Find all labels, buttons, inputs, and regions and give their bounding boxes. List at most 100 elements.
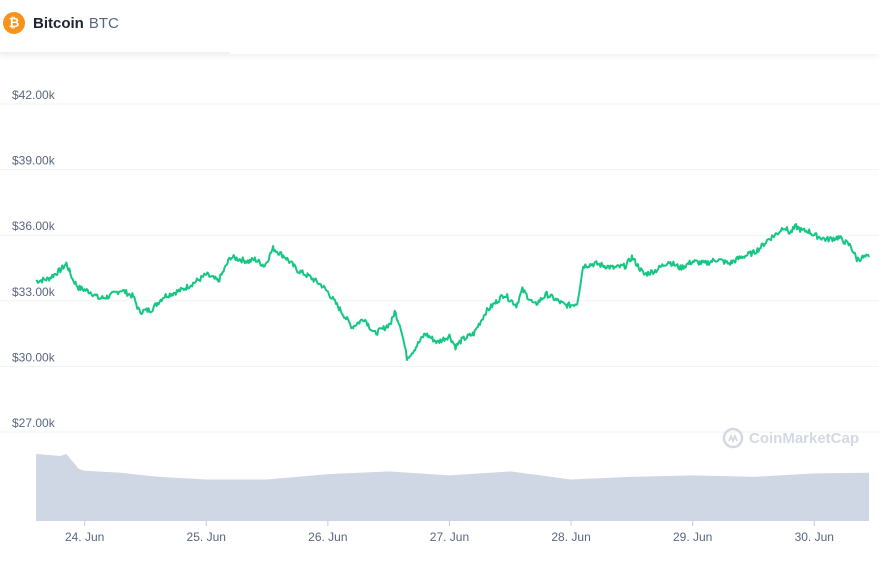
price-point[interactable] xyxy=(836,234,842,240)
price-point[interactable] xyxy=(568,302,574,308)
price-point[interactable] xyxy=(702,261,708,267)
price-point[interactable] xyxy=(197,276,203,282)
price-point[interactable] xyxy=(295,267,301,273)
price-point[interactable] xyxy=(738,254,744,260)
price-point[interactable] xyxy=(787,230,793,236)
price-point[interactable] xyxy=(471,331,477,337)
y-tick-label: $33.00k xyxy=(12,285,56,299)
price-point[interactable] xyxy=(371,331,377,337)
coinmarketcap-logo-icon xyxy=(728,433,738,444)
price-point[interactable] xyxy=(228,254,234,260)
price-point[interactable] xyxy=(388,320,394,326)
price-point[interactable] xyxy=(88,289,94,295)
price-point[interactable] xyxy=(823,237,829,243)
price-point[interactable] xyxy=(106,293,112,299)
price-point[interactable] xyxy=(751,250,757,256)
price-point[interactable] xyxy=(866,254,872,260)
price-point[interactable] xyxy=(422,331,428,337)
price-point[interactable] xyxy=(811,232,817,238)
price-point[interactable] xyxy=(513,302,519,308)
x-tick: 29. Jun xyxy=(673,521,712,544)
price-point[interactable] xyxy=(349,324,355,330)
price-point[interactable] xyxy=(653,267,659,273)
price-point[interactable] xyxy=(179,287,185,293)
watermark-text: CoinMarketCap xyxy=(749,430,859,447)
price-point[interactable] xyxy=(532,302,538,308)
price-point[interactable] xyxy=(623,263,629,269)
price-point[interactable] xyxy=(562,302,568,308)
price-point[interactable] xyxy=(848,243,854,249)
price-point[interactable] xyxy=(690,258,696,264)
price-point[interactable] xyxy=(246,258,252,264)
coin-name: Bitcoin xyxy=(33,14,84,32)
price-point[interactable] xyxy=(805,228,811,234)
price-point[interactable] xyxy=(714,256,720,262)
price-point[interactable] xyxy=(799,228,805,234)
x-tick: 24. Jun xyxy=(65,521,104,544)
price-point[interactable] xyxy=(781,224,787,230)
price-point[interactable] xyxy=(611,265,617,271)
price-point[interactable] xyxy=(130,293,136,299)
price-point[interactable] xyxy=(203,272,209,278)
x-tick-label: 24. Jun xyxy=(65,530,104,544)
price-point[interactable] xyxy=(453,344,459,350)
price-point[interactable] xyxy=(793,224,799,230)
price-point[interactable] xyxy=(136,309,142,315)
price-point[interactable] xyxy=(459,337,465,343)
price-point[interactable] xyxy=(678,265,684,271)
coinmarketcap-logo-icon xyxy=(722,427,744,449)
y-tick: $39.00k xyxy=(12,154,56,168)
price-chart-svg[interactable]: CoinMarketCap $27.00k $30.00k $33.00k $36.0… xyxy=(0,54,879,567)
price-point[interactable] xyxy=(629,254,635,260)
x-tick-label: 28. Jun xyxy=(551,530,590,544)
price-point[interactable] xyxy=(337,307,343,313)
price-point[interactable] xyxy=(641,272,647,278)
price-point[interactable] xyxy=(149,307,155,313)
price-point[interactable] xyxy=(252,256,258,262)
price-point[interactable] xyxy=(854,256,860,262)
price-point[interactable] xyxy=(96,296,102,302)
price-point[interactable] xyxy=(483,309,489,315)
price-point[interactable] xyxy=(45,276,51,282)
price-point[interactable] xyxy=(118,287,124,293)
price-point[interactable] xyxy=(380,326,386,332)
price-point[interactable] xyxy=(319,283,325,289)
price-point[interactable] xyxy=(544,291,550,297)
price-point[interactable] xyxy=(665,258,671,264)
price-point[interactable] xyxy=(501,291,507,297)
price-point[interactable] xyxy=(519,287,525,293)
price-point[interactable] xyxy=(33,278,39,284)
price-point[interactable] xyxy=(63,261,69,267)
price-point[interactable] xyxy=(592,261,598,267)
price-point[interactable] xyxy=(574,300,580,306)
price-series-line[interactable] xyxy=(35,223,870,361)
price-point[interactable] xyxy=(580,263,586,269)
price-point[interactable] xyxy=(262,263,268,269)
price-point[interactable] xyxy=(410,348,416,354)
price-point[interactable] xyxy=(325,289,331,295)
price-point[interactable] xyxy=(404,355,410,361)
price-point[interactable] xyxy=(765,237,771,243)
price-point[interactable] xyxy=(392,309,398,315)
price-point[interactable] xyxy=(775,230,781,236)
price-point[interactable] xyxy=(70,276,76,282)
price-line[interactable] xyxy=(33,223,872,361)
price-chart[interactable]: CoinMarketCap $27.00k $30.00k $33.00k $36.0… xyxy=(0,54,879,567)
price-point[interactable] xyxy=(282,254,288,260)
price-point[interactable] xyxy=(76,285,82,291)
price-point[interactable] xyxy=(361,315,367,321)
price-point[interactable] xyxy=(215,278,221,284)
price-point[interactable] xyxy=(726,261,732,267)
y-tick: $42.00k xyxy=(12,88,56,102)
y-tick: $30.00k xyxy=(12,350,56,364)
price-point[interactable] xyxy=(757,245,763,251)
x-tick: 27. Jun xyxy=(430,521,469,544)
price-point[interactable] xyxy=(270,245,276,251)
price-point[interactable] xyxy=(57,267,63,273)
price-point[interactable] xyxy=(447,333,453,339)
price-point[interactable] xyxy=(398,324,404,330)
x-tick-label: 29. Jun xyxy=(673,530,712,544)
price-point[interactable] xyxy=(161,293,167,299)
price-point[interactable] xyxy=(434,339,440,345)
price-point[interactable] xyxy=(307,274,313,280)
